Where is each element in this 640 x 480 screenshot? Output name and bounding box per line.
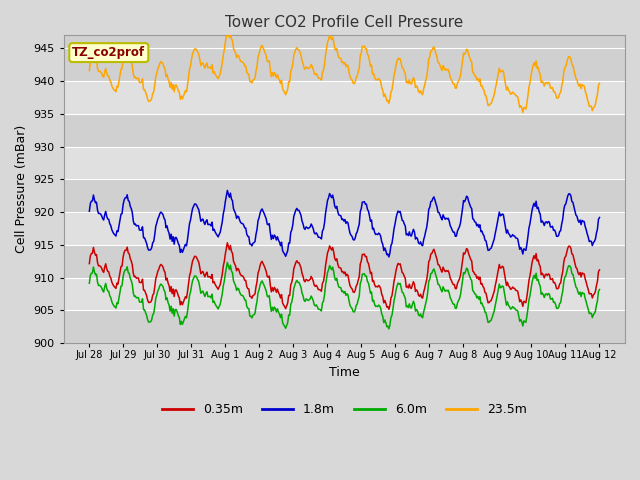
Bar xyxy=(64,310,625,343)
X-axis label: Time: Time xyxy=(329,365,360,379)
Title: Tower CO2 Profile Cell Pressure: Tower CO2 Profile Cell Pressure xyxy=(225,15,463,30)
Bar xyxy=(64,180,625,212)
Text: TZ_co2prof: TZ_co2prof xyxy=(72,46,145,59)
Bar xyxy=(64,81,625,114)
Bar xyxy=(64,245,625,277)
Bar xyxy=(64,114,625,146)
Y-axis label: Cell Pressure (mBar): Cell Pressure (mBar) xyxy=(15,125,28,253)
Bar xyxy=(64,277,625,310)
Legend: 0.35m, 1.8m, 6.0m, 23.5m: 0.35m, 1.8m, 6.0m, 23.5m xyxy=(157,398,532,421)
Bar xyxy=(64,48,625,81)
Bar xyxy=(64,212,625,245)
Bar xyxy=(64,146,625,180)
